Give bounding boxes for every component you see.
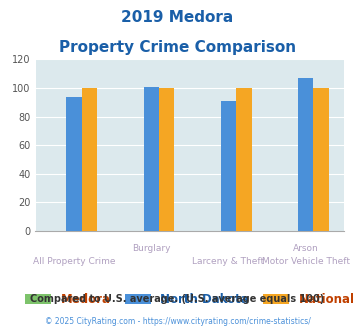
Bar	[143, 86, 159, 231]
Text: © 2025 CityRating.com - https://www.cityrating.com/crime-statistics/: © 2025 CityRating.com - https://www.city…	[45, 317, 310, 326]
Text: Property Crime Comparison: Property Crime Comparison	[59, 40, 296, 54]
Bar	[298, 78, 313, 231]
Text: Larceny & Theft: Larceny & Theft	[192, 257, 264, 266]
Bar	[236, 88, 252, 231]
Text: Arson: Arson	[293, 244, 319, 253]
Text: Compared to U.S. average. (U.S. average equals 100): Compared to U.S. average. (U.S. average …	[31, 294, 324, 304]
Text: Burglary: Burglary	[132, 244, 170, 253]
Bar	[66, 97, 82, 231]
Legend: Medora, North Dakota, National: Medora, North Dakota, National	[21, 288, 355, 311]
Text: Motor Vehicle Theft: Motor Vehicle Theft	[262, 257, 350, 266]
Text: 2019 Medora: 2019 Medora	[121, 10, 234, 25]
Bar	[221, 101, 236, 231]
Text: All Property Crime: All Property Crime	[33, 257, 115, 266]
Bar	[82, 88, 97, 231]
Bar	[313, 88, 329, 231]
Bar	[159, 88, 174, 231]
